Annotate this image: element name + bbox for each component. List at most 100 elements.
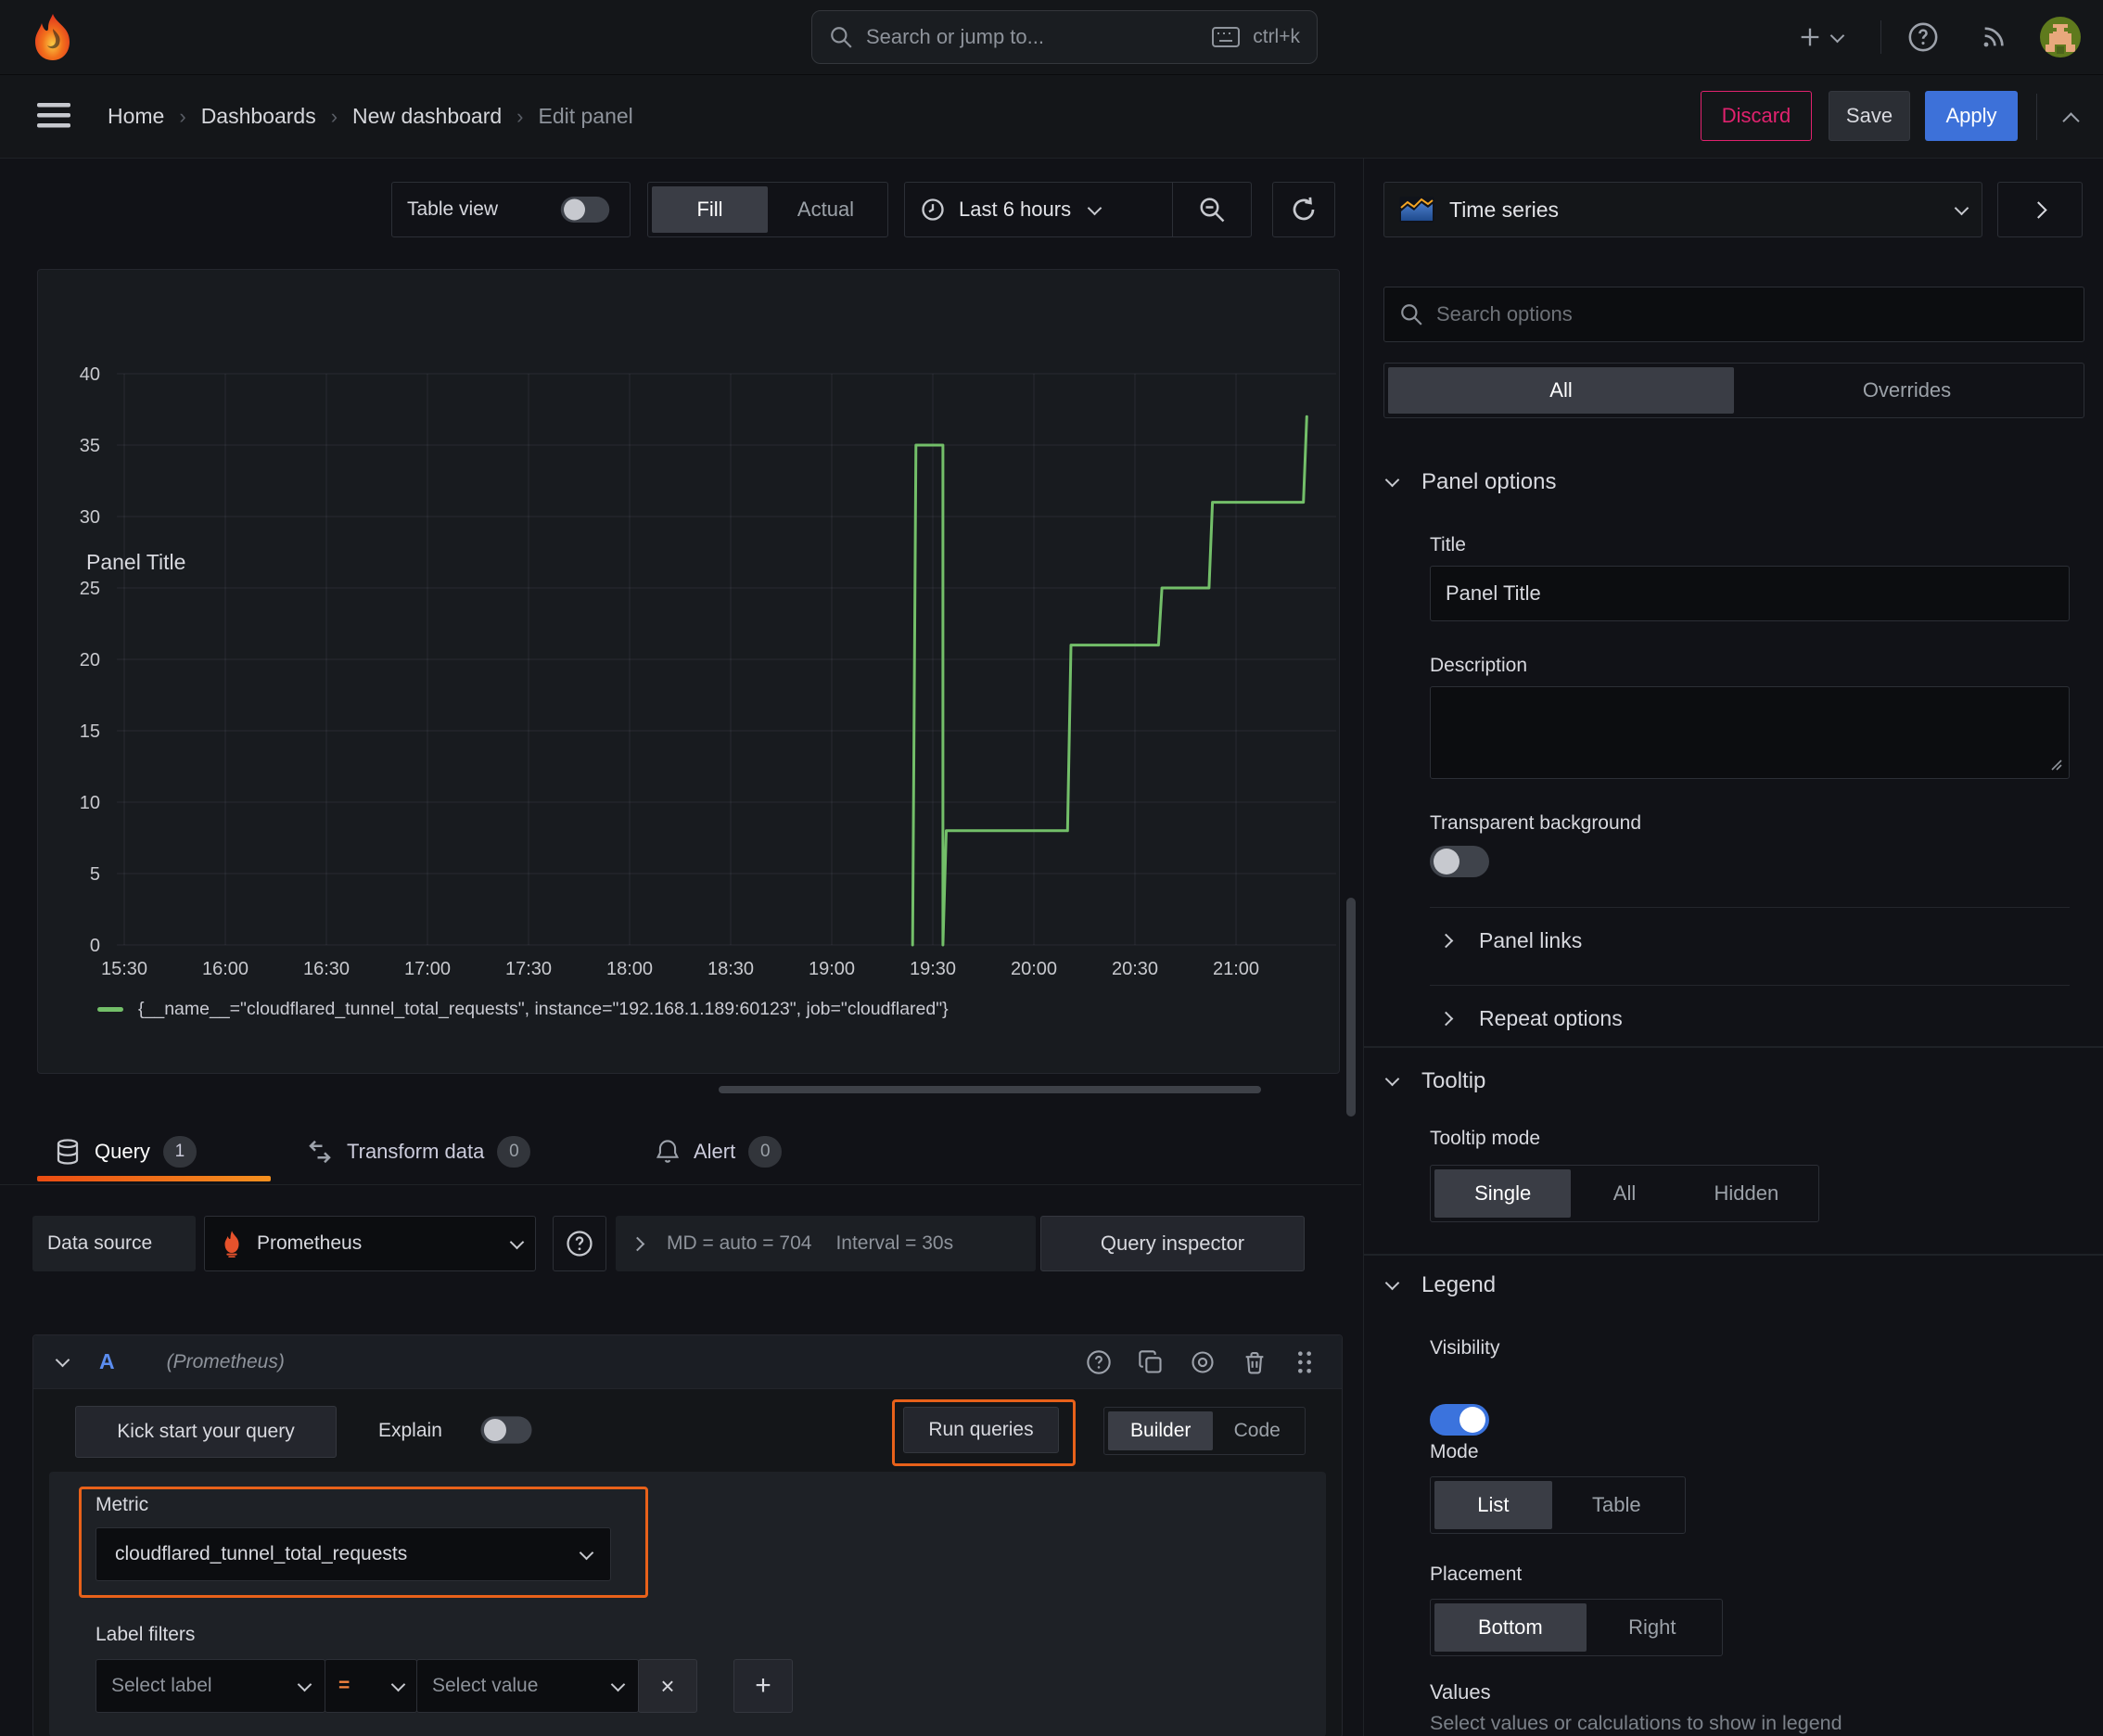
legend-bottom-option[interactable]: Bottom	[1434, 1603, 1587, 1652]
tab-all[interactable]: All	[1388, 367, 1734, 414]
copy-icon[interactable]	[1138, 1349, 1164, 1375]
visualization-picker[interactable]: Time series	[1383, 182, 1982, 237]
actual-option[interactable]: Actual	[797, 198, 855, 221]
operator-dropdown[interactable]: =	[325, 1659, 417, 1713]
panel-resize-handle[interactable]	[719, 1086, 1261, 1093]
prometheus-icon	[224, 1231, 239, 1257]
time-series-chart[interactable]: 0 5 10 15 20 25 30 35 40 15:30 16:00 16:30 17:00 17:3…	[38, 270, 1339, 1073]
select-label-dropdown[interactable]: Select label	[96, 1659, 325, 1713]
query-options-interval: Interval = 30s	[835, 1232, 954, 1254]
avatar[interactable]	[2040, 17, 2081, 57]
panel-options-header[interactable]: Panel options	[1384, 469, 1556, 495]
drag-handle-icon[interactable]	[1294, 1349, 1316, 1375]
toggle-viz-picker-button[interactable]	[1997, 182, 2083, 237]
tab-query-count: 1	[162, 1136, 197, 1168]
options-sidebar: Time series Search options All Overrides…	[1364, 158, 2103, 1736]
data-source-label: Data source	[32, 1216, 196, 1271]
run-queries-button[interactable]: Run queries	[903, 1407, 1059, 1453]
panel-links-header[interactable]: Panel links	[1438, 922, 1582, 959]
fill-option[interactable]: Fill	[652, 186, 768, 233]
legend-series-label[interactable]: {__name__="cloudflared_tunnel_total_requ…	[138, 999, 949, 1019]
news-button[interactable]	[1977, 20, 2010, 54]
chevron-down-icon	[579, 1545, 594, 1560]
tab-alert-count: 0	[748, 1136, 783, 1168]
metric-select[interactable]: cloudflared_tunnel_total_requests	[96, 1527, 611, 1581]
metric-highlight	[79, 1487, 648, 1598]
tab-transform-data[interactable]: Transform data 0	[306, 1128, 531, 1176]
global-search-input[interactable]: Search or jump to... ctrl+k	[811, 10, 1318, 64]
apply-button[interactable]: Apply	[1925, 91, 2018, 141]
legend-values-label: Values	[1430, 1680, 1491, 1704]
kick-start-query-button[interactable]: Kick start your query	[75, 1406, 337, 1458]
legend-header[interactable]: Legend	[1384, 1272, 1496, 1298]
help-icon[interactable]	[1086, 1349, 1112, 1375]
tooltip-single-option[interactable]: Single	[1434, 1169, 1572, 1218]
top-bar: Search or jump to... ctrl+k	[0, 0, 2103, 75]
zoom-out-button[interactable]	[1173, 183, 1251, 236]
add-filter-button[interactable]: +	[733, 1659, 793, 1713]
chevron-down-icon[interactable]	[55, 1352, 70, 1368]
database-icon	[57, 1139, 79, 1165]
select-value-dropdown[interactable]: Select value	[416, 1659, 639, 1713]
svg-text:35: 35	[80, 436, 100, 456]
refresh-icon	[1293, 197, 1315, 221]
legend-values-hint: Select values or calculations to show in…	[1430, 1712, 1842, 1734]
chevron-right-icon	[630, 1236, 645, 1251]
chevron-right-icon: ›	[330, 104, 338, 128]
eye-icon[interactable]	[1190, 1349, 1216, 1375]
legend-series-swatch[interactable]	[97, 1007, 123, 1012]
query-options-collapsed[interactable]: MD = auto = 704 Interval = 30s	[616, 1216, 1036, 1271]
code-option[interactable]: Code	[1233, 1420, 1281, 1441]
search-options-input[interactable]: Search options	[1383, 287, 2084, 342]
legend-list-option[interactable]: List	[1434, 1481, 1552, 1529]
description-textarea[interactable]	[1430, 686, 2070, 779]
table-view-toggle[interactable]	[560, 197, 610, 223]
explain-toggle[interactable]	[480, 1416, 532, 1444]
tab-alert[interactable]: Alert 0	[655, 1128, 783, 1176]
tooltip-mode-segment: Single All Hidden	[1430, 1165, 1819, 1222]
breadcrumb-home[interactable]: Home	[108, 104, 165, 128]
help-button[interactable]	[1906, 20, 1940, 54]
legend-visibility-toggle[interactable]	[1430, 1404, 1489, 1436]
tooltip-all-option[interactable]: All	[1612, 1181, 1637, 1205]
grafana-logo-icon[interactable]	[28, 12, 78, 62]
chevron-right-icon	[1438, 933, 1454, 948]
save-button[interactable]: Save	[1829, 91, 1910, 141]
panel-title[interactable]: Panel Title	[86, 550, 186, 574]
repeat-options-header[interactable]: Repeat options	[1438, 1000, 1623, 1037]
legend-table-option[interactable]: Table	[1592, 1493, 1641, 1516]
tooltip-hidden-option[interactable]: Hidden	[1714, 1181, 1779, 1205]
data-source-picker[interactable]: Prometheus	[204, 1216, 536, 1271]
query-inspector-button[interactable]: Query inspector	[1040, 1216, 1305, 1271]
table-view-group: Table view	[391, 182, 631, 237]
title-label: Title	[1430, 534, 1466, 555]
panel-title-input[interactable]	[1430, 566, 2070, 621]
remove-filter-button[interactable]: ×	[638, 1659, 697, 1713]
legend-placement-segment: Bottom Right	[1430, 1599, 1723, 1656]
operator-value: =	[338, 1675, 350, 1696]
menu-button[interactable]	[37, 101, 78, 131]
time-range-button[interactable]: Last 6 hours	[905, 197, 1172, 223]
svg-text:19:30: 19:30	[910, 959, 956, 979]
refresh-button[interactable]	[1272, 182, 1335, 237]
tab-overrides[interactable]: Overrides	[1862, 378, 1952, 402]
rss-icon	[1983, 27, 2004, 47]
discard-button[interactable]: Discard	[1701, 91, 1812, 141]
query-row-header[interactable]: A (Prometheus)	[33, 1335, 1342, 1389]
data-source-help-button[interactable]	[553, 1216, 606, 1271]
resize-handle-icon[interactable]	[2048, 757, 2063, 772]
breadcrumb-new-dashboard[interactable]: New dashboard	[352, 104, 503, 128]
repeat-options-label: Repeat options	[1479, 1005, 1623, 1030]
transparent-background-toggle[interactable]	[1430, 846, 1489, 877]
collapse-header-button[interactable]	[2055, 103, 2086, 131]
builder-option[interactable]: Builder	[1108, 1411, 1214, 1450]
legend-right-option[interactable]: Right	[1628, 1615, 1676, 1639]
scrollbar-thumb[interactable]	[1346, 898, 1356, 1117]
svg-text:40: 40	[80, 364, 100, 385]
tooltip-mode-label: Tooltip mode	[1430, 1128, 1541, 1149]
trash-icon[interactable]	[1242, 1349, 1268, 1375]
breadcrumb-dashboards[interactable]: Dashboards	[200, 104, 316, 128]
tab-query[interactable]: Query 1	[54, 1128, 197, 1176]
tooltip-header[interactable]: Tooltip	[1384, 1068, 1485, 1094]
new-menu-button[interactable]	[1797, 20, 1845, 54]
